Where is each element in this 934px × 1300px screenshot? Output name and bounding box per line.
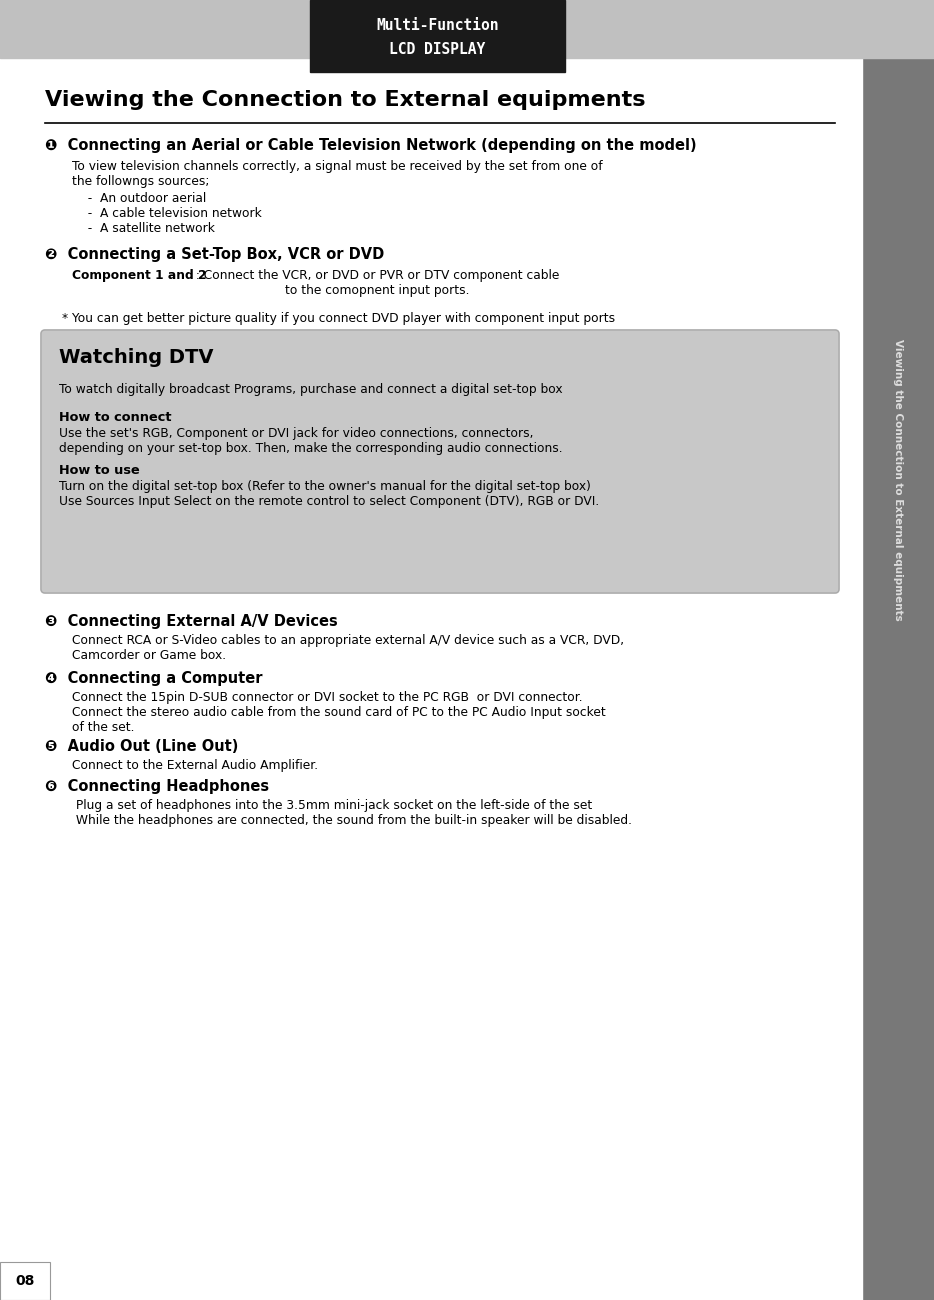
Text: ❺  Audio Out (Line Out): ❺ Audio Out (Line Out) (45, 738, 238, 754)
Text: -  An outdoor aerial: - An outdoor aerial (80, 192, 206, 205)
Bar (310, 0, 565, 72)
Text: ❷  Connecting a Set-Top Box, VCR or DVD: ❷ Connecting a Set-Top Box, VCR or DVD (45, 247, 384, 263)
Text: How to use: How to use (59, 464, 140, 477)
Text: While the headphones are connected, the sound from the built-in speaker will be : While the headphones are connected, the … (72, 814, 632, 827)
Text: Connect the 15pin D-SUB connector or DVI socket to the PC RGB  or DVI connector.: Connect the 15pin D-SUB connector or DVI… (72, 692, 583, 705)
Text: To view television channels correctly, a signal must be received by the set from: To view television channels correctly, a… (72, 160, 602, 173)
Text: of the set.: of the set. (72, 722, 134, 734)
Text: Turn on the digital set-top box (Refer to the owner's manual for the digital set: Turn on the digital set-top box (Refer t… (59, 480, 591, 493)
Text: Viewing the Connection to External equipments: Viewing the Connection to External equip… (45, 90, 645, 110)
Text: 08: 08 (15, 1274, 35, 1288)
Text: How to connect: How to connect (59, 411, 172, 424)
Text: LCD DISPLAY: LCD DISPLAY (389, 42, 486, 57)
Text: ❸  Connecting External A/V Devices: ❸ Connecting External A/V Devices (45, 614, 338, 629)
Text: Connect the stereo audio cable from the sound card of PC to the PC Audio Input s: Connect the stereo audio cable from the … (72, 706, 606, 719)
Text: -  A cable television network: - A cable television network (80, 207, 262, 220)
Text: Use the set's RGB, Component or DVI jack for video connections, connectors,: Use the set's RGB, Component or DVI jack… (59, 426, 533, 439)
Text: Component 1 and 2: Component 1 and 2 (72, 269, 206, 282)
Text: Connect to the External Audio Amplifier.: Connect to the External Audio Amplifier. (72, 759, 318, 772)
Text: depending on your set-top box. Then, make the corresponding audio connections.: depending on your set-top box. Then, mak… (59, 442, 562, 455)
Circle shape (0, 480, 620, 1300)
Text: the followngs sources;: the followngs sources; (72, 176, 209, 188)
Text: Plug a set of headphones into the 3.5mm mini-jack socket on the left-side of the: Plug a set of headphones into the 3.5mm … (72, 800, 592, 812)
Bar (862, 0, 934, 1300)
Bar (0, 1262, 50, 1300)
FancyBboxPatch shape (41, 330, 839, 593)
Bar (0, 1262, 50, 1300)
Text: Multi-Function: Multi-Function (376, 18, 499, 32)
Text: Camcorder or Game box.: Camcorder or Game box. (72, 649, 226, 662)
Text: ❶  Connecting an Aerial or Cable Television Network (depending on the model): ❶ Connecting an Aerial or Cable Televisi… (45, 138, 697, 153)
Text: Watching DTV: Watching DTV (59, 348, 214, 367)
Text: : Connect the VCR, or DVD or PVR or DTV component cable: : Connect the VCR, or DVD or PVR or DTV … (192, 269, 559, 282)
Text: Use Sources Input Select on the remote control to select Component (DTV), RGB or: Use Sources Input Select on the remote c… (59, 495, 600, 508)
Text: * You can get better picture quality if you connect DVD player with component in: * You can get better picture quality if … (62, 312, 616, 325)
Text: to the comopnent input ports.: to the comopnent input ports. (192, 283, 470, 296)
Text: ❹  Connecting a Computer: ❹ Connecting a Computer (45, 671, 262, 686)
Text: Viewing the Connection to External equipments: Viewing the Connection to External equip… (893, 339, 903, 621)
Bar (0, 0, 934, 58)
Text: -  A satellite network: - A satellite network (80, 222, 215, 235)
Text: Connect RCA or S-Video cables to an appropriate external A/V device such as a VC: Connect RCA or S-Video cables to an appr… (72, 634, 624, 647)
Text: ❻  Connecting Headphones: ❻ Connecting Headphones (45, 779, 269, 794)
Text: To watch digitally broadcast Programs, purchase and connect a digital set-top bo: To watch digitally broadcast Programs, p… (59, 384, 562, 396)
